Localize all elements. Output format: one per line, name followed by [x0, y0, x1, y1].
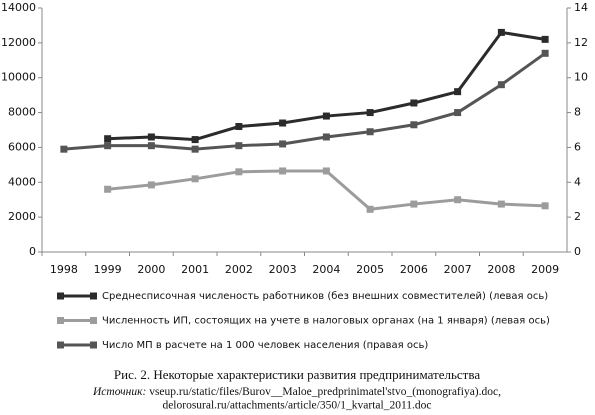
- source-label: Источник:: [92, 386, 146, 398]
- point: [454, 88, 462, 96]
- series-line: [107, 30, 546, 142]
- point: [104, 135, 112, 143]
- point: [410, 121, 418, 129]
- point: [235, 168, 243, 176]
- point: [235, 142, 243, 150]
- y2-tick-label: 12: [574, 36, 588, 49]
- x-tick-label: 2007: [444, 263, 472, 276]
- point: [279, 119, 287, 127]
- x-tick-label: 2008: [487, 263, 515, 276]
- point: [497, 200, 505, 208]
- point: [147, 142, 155, 150]
- point: [366, 109, 374, 117]
- y-tick-label: 2000: [8, 210, 36, 223]
- y-tick-label: 6000: [8, 140, 36, 153]
- point: [410, 99, 418, 107]
- x-tick-label: 2009: [531, 263, 559, 276]
- y2-tick-label: 8: [574, 106, 581, 119]
- point: [104, 185, 112, 193]
- x-tick-label: 1999: [94, 263, 122, 276]
- point: [497, 81, 505, 89]
- y2-tick-label: 10: [574, 71, 588, 84]
- point: [541, 202, 549, 210]
- y2-tick-label: 4: [574, 175, 581, 188]
- legend-label: Численность ИП, состоящих на учете в нал…: [102, 316, 550, 327]
- point: [147, 181, 155, 189]
- y-tick-label: 10000: [1, 71, 36, 84]
- x-tick-label: 2001: [181, 263, 209, 276]
- legend-label: Число МП в расчете на 1 000 человек насе…: [102, 340, 428, 351]
- point: [191, 136, 199, 144]
- point: [322, 112, 330, 120]
- point: [104, 142, 112, 150]
- point: [454, 109, 462, 117]
- point: [366, 205, 374, 213]
- point: [497, 28, 505, 36]
- series-line: [107, 169, 546, 211]
- legend-marker: [57, 317, 64, 324]
- y-tick-label: 4000: [8, 175, 36, 188]
- legend-marker: [90, 341, 97, 349]
- point: [454, 196, 462, 204]
- point: [60, 145, 68, 153]
- point: [279, 167, 287, 175]
- x-tick-label: 2005: [356, 263, 384, 276]
- y2-tick-label: 14: [574, 1, 588, 14]
- point: [366, 128, 374, 136]
- point: [322, 167, 330, 175]
- point: [410, 200, 418, 208]
- legend-marker: [57, 292, 64, 300]
- caption: Рис. 2. Некоторые характеристики развити…: [114, 367, 480, 382]
- point: [541, 49, 549, 57]
- y-tick-label: 14000: [1, 1, 36, 14]
- legend-marker: [57, 341, 64, 349]
- y-tick-label: 8000: [8, 106, 36, 119]
- legend-marker: [90, 292, 97, 300]
- x-tick-label: 2003: [269, 263, 297, 276]
- y2-tick-label: 0: [574, 245, 581, 258]
- legend-label: Среднесписочная численость работников (б…: [102, 291, 548, 302]
- y-tick-label: 12000: [1, 36, 36, 49]
- point: [322, 133, 330, 141]
- legend-marker: [90, 317, 97, 324]
- point: [541, 35, 549, 43]
- source-line: vseup.ru/static/files/Burov__Maloe_predp…: [149, 386, 501, 398]
- point: [191, 145, 199, 153]
- y-tick-label: 0: [29, 245, 36, 258]
- point: [279, 140, 287, 148]
- series-line: [63, 52, 546, 151]
- x-tick-label: 2004: [312, 263, 340, 276]
- x-tick-label: 2000: [137, 263, 165, 276]
- x-tick-label: 2002: [225, 263, 253, 276]
- y2-tick-label: 6: [574, 140, 581, 153]
- source: Источник: vseup.ru/static/files/Burov__M…: [92, 386, 501, 398]
- x-tick-label: 1998: [50, 263, 78, 276]
- y2-tick-label: 2: [574, 210, 581, 223]
- point: [191, 175, 199, 183]
- point: [147, 133, 155, 141]
- x-tick-label: 2006: [400, 263, 428, 276]
- point: [235, 123, 243, 131]
- source-line: delorosural.ru/attachments/article/350/1…: [162, 400, 431, 412]
